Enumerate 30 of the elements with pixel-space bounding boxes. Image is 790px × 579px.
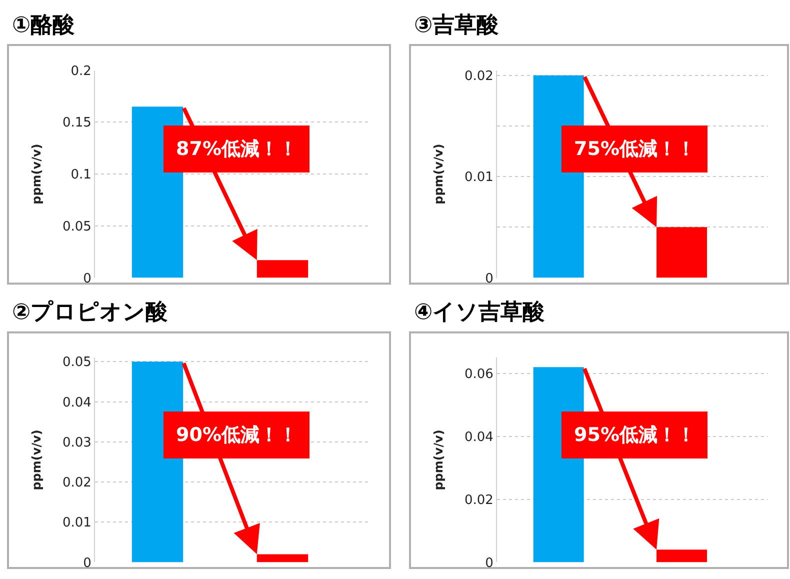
- y-tick-label: 0.02: [464, 492, 494, 508]
- y-tick-label: 0.04: [62, 395, 92, 410]
- annotation: 95%低減！！: [574, 424, 696, 446]
- y-axis-title: ppm(v/v): [432, 144, 446, 204]
- y-tick-label: 0.15: [62, 116, 92, 131]
- y-tick-label: 0.01: [464, 170, 494, 186]
- y-axis-title: ppm(v/v): [30, 144, 44, 204]
- annotation: 75%低減！！: [574, 138, 696, 160]
- y-tick-label: 0.02: [62, 476, 92, 491]
- y-tick-label: 0.03: [62, 435, 92, 450]
- annotation: 90%低減！！: [176, 424, 298, 446]
- y-axis-title: ppm(v/v): [432, 430, 446, 490]
- y-axis-title: ppm(v/v): [30, 430, 44, 490]
- y-tick-label: 0.05: [62, 355, 92, 370]
- y-tick-label: 0.02: [464, 68, 494, 84]
- y-tick-label: 0.01: [62, 516, 92, 531]
- y-tick-label: 0.05: [62, 219, 92, 234]
- y-tick-label: 0.1: [70, 168, 92, 183]
- chart-title: ②プロピオン酸: [12, 300, 169, 325]
- y-tick-label: 0: [485, 556, 494, 571]
- y-tick-label: 0: [485, 271, 494, 286]
- chart-title: ①酪酸: [12, 13, 76, 38]
- chart-title: ③吉草酸: [414, 13, 500, 38]
- y-tick-label: 0.04: [464, 430, 494, 445]
- y-tick-label: 0.2: [70, 64, 92, 79]
- chart-title: ④イソ吉草酸: [414, 300, 546, 325]
- y-tick-label: 0.06: [464, 366, 494, 382]
- annotation: 87%低減！！: [176, 138, 298, 160]
- y-tick-label: 0: [83, 271, 92, 286]
- y-tick-label: 0: [83, 556, 92, 571]
